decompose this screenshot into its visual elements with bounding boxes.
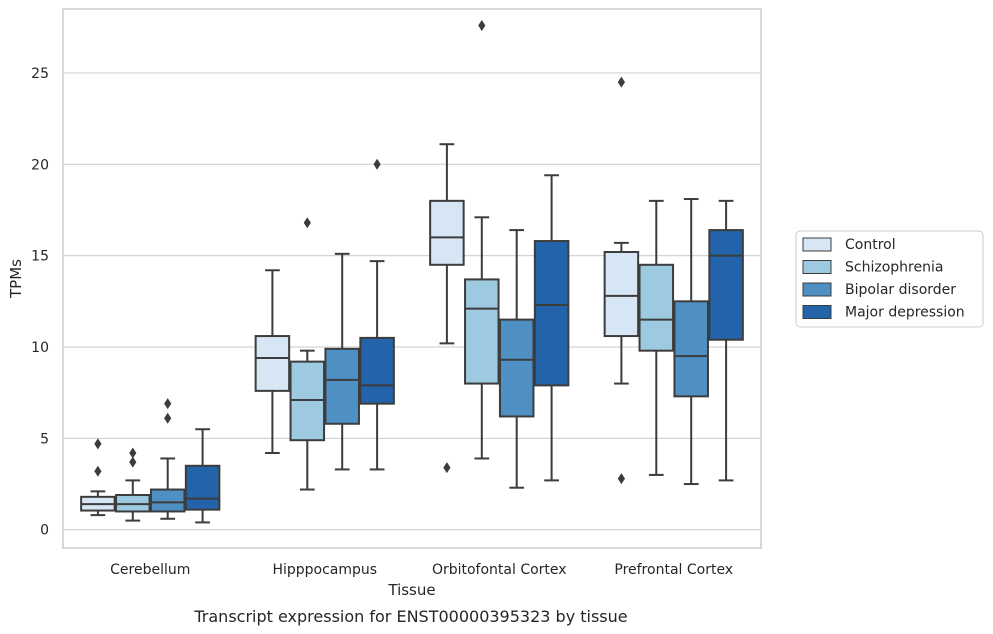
y-tick-label: 20 <box>31 157 49 173</box>
outlier-point <box>129 456 137 468</box>
iqr-box <box>359 336 395 405</box>
y-axis-label: TPMs <box>7 259 25 299</box>
box-hipppocampus <box>324 252 360 471</box>
outlier-point <box>478 19 486 31</box>
iqr-box <box>464 278 500 385</box>
box-cerebellum <box>149 398 186 520</box>
legend-label: Bipolar disorder <box>845 282 956 298</box>
legend-frame <box>795 230 984 328</box>
y-tick-label: 15 <box>31 249 49 265</box>
iqr-box <box>429 199 465 266</box>
legend-swatch <box>802 282 832 297</box>
grid-lines <box>63 72 761 531</box>
box-cerebellum <box>184 428 221 524</box>
y-tick-label: 10 <box>31 340 49 356</box>
series-control <box>80 76 640 517</box>
outlier-point <box>94 438 102 450</box>
box-cerebellum <box>80 438 116 517</box>
outlier-point <box>617 76 625 88</box>
legend-swatch <box>802 237 832 252</box>
iqr-box <box>603 251 640 338</box>
y-tick-label: 0 <box>40 523 49 539</box>
outlier-point <box>373 158 381 170</box>
box-prefrontal-cortex <box>603 76 640 485</box>
outlier-point <box>443 462 451 474</box>
legend-label: Major depression <box>845 305 965 321</box>
box-orbitofontal-cortex <box>429 143 465 474</box>
box-hipppocampus <box>359 158 395 471</box>
iqr-box <box>533 240 570 387</box>
y-tick-label: 5 <box>40 431 49 447</box>
legend-label: Schizophrenia <box>845 260 943 276</box>
legend: Control Schizophrenia Bipolar disorder Majo… <box>795 230 984 328</box>
iqr-box <box>254 335 291 392</box>
x-tick-label: Prefrontal Cortex <box>614 562 733 578</box>
box-prefrontal-cortex <box>708 199 744 482</box>
legend-swatch <box>802 260 832 274</box>
iqr-box <box>324 347 360 425</box>
iqr-box <box>673 300 709 398</box>
iqr-box <box>708 229 744 341</box>
iqr-box <box>498 318 535 418</box>
x-axis-label: Tissue <box>387 581 435 599</box>
outlier-point <box>617 473 625 485</box>
series-major-depression <box>184 158 744 524</box>
x-axis-ticks: Cerebellum Hipppocampus Orbitofontal Corte… <box>110 562 733 578</box>
boxes <box>80 19 744 524</box>
series-schizophrenia <box>115 19 675 522</box>
legend-swatch <box>802 305 832 319</box>
y-tick-label: 25 <box>31 66 49 82</box>
box-prefrontal-cortex <box>638 199 675 476</box>
outlier-point <box>129 447 137 459</box>
outlier-point <box>94 465 102 477</box>
x-tick-label: Hipppocampus <box>272 562 377 578</box>
chart-caption: Transcript expression for ENST0000039532… <box>193 607 627 626</box>
box-hipppocampus <box>289 217 326 491</box>
box-hipppocampus <box>254 269 291 454</box>
iqr-box <box>638 263 675 352</box>
plot-frame <box>62 8 762 549</box>
iqr-box <box>184 464 221 511</box>
box-orbitofontal-cortex <box>464 19 500 460</box>
series-bipolar-disorder <box>149 198 709 520</box>
box-orbitofontal-cortex <box>498 229 535 489</box>
x-tick-label: Orbitofontal Cortex <box>432 562 567 578</box>
box-cerebellum <box>115 447 151 522</box>
x-tick-label: Cerebellum <box>110 562 190 578</box>
legend-label: Control <box>845 237 896 253</box>
outlier-point <box>164 398 172 410</box>
iqr-box <box>149 488 186 513</box>
outlier-point <box>303 217 311 229</box>
box-orbitofontal-cortex <box>533 174 570 482</box>
y-axis-ticks: 0 5 10 15 20 25 <box>31 66 49 539</box>
box-prefrontal-cortex <box>673 198 709 486</box>
outlier-point <box>164 412 172 424</box>
